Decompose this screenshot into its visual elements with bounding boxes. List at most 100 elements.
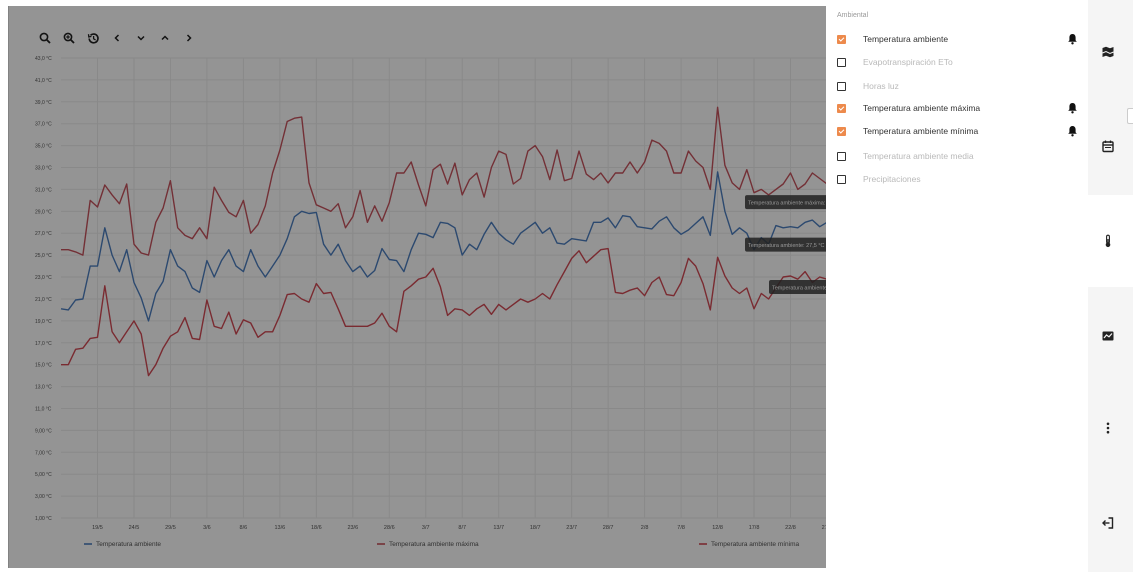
x-tick-label: 13/7	[493, 525, 504, 531]
x-tick-label: 7/8	[677, 525, 685, 531]
series-line-1	[60, 171, 827, 322]
chart-tooltips: Temperatura ambiente: 27,5 °C Temperatura…	[745, 195, 827, 294]
x-tick-label: 8/7	[458, 525, 466, 531]
y-tick-label: 27,0 °C	[35, 231, 52, 237]
menu-item-label: Temperatura ambiente	[863, 34, 949, 44]
logout-icon[interactable]	[1098, 513, 1118, 533]
y-tick-label: 15,0 °C	[35, 363, 52, 369]
y-tick-label: 43,0 °C	[35, 56, 52, 62]
x-tick-label: 3/7	[422, 525, 430, 531]
x-tick-label: 27/8	[822, 525, 827, 531]
chevron-down-icon[interactable]	[133, 28, 149, 48]
y-tick-label: 35,0 °C	[35, 144, 52, 150]
menu-item-temperatura-ambiente[interactable]: Temperatura ambiente	[837, 30, 1077, 48]
legend-item[interactable]: Temperatura ambiente máxima	[377, 541, 479, 548]
chevron-right-icon[interactable]	[181, 28, 197, 48]
bell-icon[interactable]	[1067, 125, 1078, 137]
chevron-left-icon[interactable]	[109, 28, 125, 48]
x-tick-label: 22/8	[785, 525, 796, 531]
bell-icon[interactable]	[1067, 33, 1078, 45]
legend-label: Temperatura ambiente	[96, 541, 161, 548]
tooltip-bg	[745, 237, 827, 252]
legend-item[interactable]: Temperatura ambiente	[84, 541, 161, 548]
chart-area: 1,00 °C 3,00 °C 5,00 °C 7,00 °C 9,00 °C 11,0 …	[8, 6, 827, 568]
y-tick-label: 21,0 °C	[35, 297, 52, 303]
zoom-in-icon[interactable]	[61, 28, 77, 48]
x-tick-label: 28/7	[603, 525, 614, 531]
chart-grid	[61, 57, 827, 519]
legend-label: Temperatura ambiente mínima	[711, 541, 800, 548]
series-menu-panel: Ambiental Temperatura ambiente Evapotran…	[826, 0, 1088, 572]
tooltip-text: Temperatura ambiente máxima: 31,0 °C	[748, 201, 827, 207]
x-tick-label: 3/6	[203, 525, 211, 531]
calendar-icon[interactable]	[1098, 136, 1118, 156]
y-tick-label: 25,0 °C	[35, 253, 52, 259]
tooltip-bg	[769, 280, 827, 294]
map-icon[interactable]	[1098, 42, 1118, 62]
y-tick-label: 37,0 °C	[35, 122, 52, 128]
x-tick-label: 28/6	[384, 525, 395, 531]
series-checkbox[interactable]	[837, 103, 846, 113]
x-tick-label: 13/6	[274, 525, 285, 531]
bell-icon[interactable]	[1067, 102, 1078, 114]
series-line-3	[61, 247, 827, 377]
series-checkbox[interactable]	[837, 34, 846, 44]
series-checkbox[interactable]	[837, 174, 846, 184]
menu-item-temperatura-minima[interactable]: Temperatura ambiente mínima	[837, 122, 1077, 140]
chart-toolbar	[37, 26, 197, 50]
chart-series	[60, 106, 827, 377]
menu-item-horas-luz[interactable]: Horas luz	[837, 77, 1077, 95]
y-tick-label: 5,00 °C	[35, 472, 52, 478]
x-tick-label: 8/6	[240, 525, 248, 531]
x-tick-label: 12/8	[712, 525, 723, 531]
series-checkbox[interactable]	[837, 126, 846, 136]
zoom-out-icon[interactable]	[37, 28, 53, 48]
menu-item-temperatura-maxima[interactable]: Temperatura ambiente máxima	[837, 99, 1077, 117]
menu-item-label: Temperatura ambiente media	[863, 151, 974, 161]
y-tick-label: 19,0 °C	[35, 319, 52, 325]
chevron-up-icon[interactable]	[157, 28, 173, 48]
x-tick-label: 18/6	[311, 525, 322, 531]
x-tick-label: 17/8	[749, 525, 760, 531]
rail-active-highlight	[1088, 195, 1133, 287]
y-tick-label: 31,0 °C	[35, 187, 52, 193]
x-tick-label: 19/5	[92, 525, 103, 531]
series-checkbox[interactable]	[837, 151, 846, 161]
legend-item[interactable]: Temperatura ambiente mínima	[699, 541, 800, 548]
x-tick-label: 18/7	[530, 525, 541, 531]
series-line-2	[61, 106, 827, 256]
series-checkbox[interactable]	[837, 81, 846, 91]
x-tick-label: 2/8	[641, 525, 649, 531]
y-tick-label: 17,0 °C	[35, 341, 52, 347]
menu-item-temperatura-media[interactable]: Temperatura ambiente media	[837, 147, 1077, 165]
rail-edge-handle[interactable]	[1127, 108, 1133, 124]
chart-icon[interactable]	[1098, 326, 1118, 346]
y-tick-label: 41,0 °C	[35, 78, 52, 84]
tooltip: Temperatura ambiente máxima: 31,0 °C	[745, 195, 827, 210]
history-icon[interactable]	[85, 28, 101, 48]
y-axis: 1,00 °C 3,00 °C 5,00 °C 7,00 °C 9,00 °C 11,0 …	[35, 56, 52, 522]
menu-item-label: Temperatura ambiente máxima	[863, 103, 981, 113]
y-tick-label: 7,00 °C	[35, 450, 52, 456]
tooltip: Temperatura ambiente: 27,5 °C	[745, 237, 827, 252]
y-tick-label: 3,00 °C	[35, 494, 52, 500]
temperature-chart: 1,00 °C 3,00 °C 5,00 °C 7,00 °C 9,00 °C 11,0 …	[35, 56, 827, 548]
tooltip-text: Temperatura ambiente: 27,5 °C	[748, 243, 825, 249]
tooltip: Temperatura ambiente mínima: 23,1 °C	[769, 280, 827, 294]
menu-item-precipitaciones[interactable]: Precipitaciones	[837, 170, 1077, 188]
thermometer-icon[interactable]	[1098, 231, 1118, 251]
tooltip-bg	[745, 195, 827, 210]
y-tick-label: 1,00 °C	[35, 516, 52, 522]
y-tick-label: 39,0 °C	[35, 100, 52, 106]
series-checkbox[interactable]	[837, 57, 846, 67]
more-vertical-icon[interactable]	[1098, 418, 1118, 438]
menu-item-label: Evapotranspiración ETo	[863, 57, 953, 67]
legend-label: Temperatura ambiente máxima	[389, 541, 479, 548]
menu-item-label: Precipitaciones	[863, 174, 921, 184]
x-tick-label: 23/6	[347, 525, 358, 531]
tooltip-text: Temperatura ambiente mínima: 23,1 °C	[772, 286, 827, 292]
menu-item-label: Horas luz	[863, 81, 899, 91]
y-tick-label: 23,0 °C	[35, 275, 52, 281]
menu-item-evapotranspiracion[interactable]: Evapotranspiración ETo	[837, 53, 1077, 71]
